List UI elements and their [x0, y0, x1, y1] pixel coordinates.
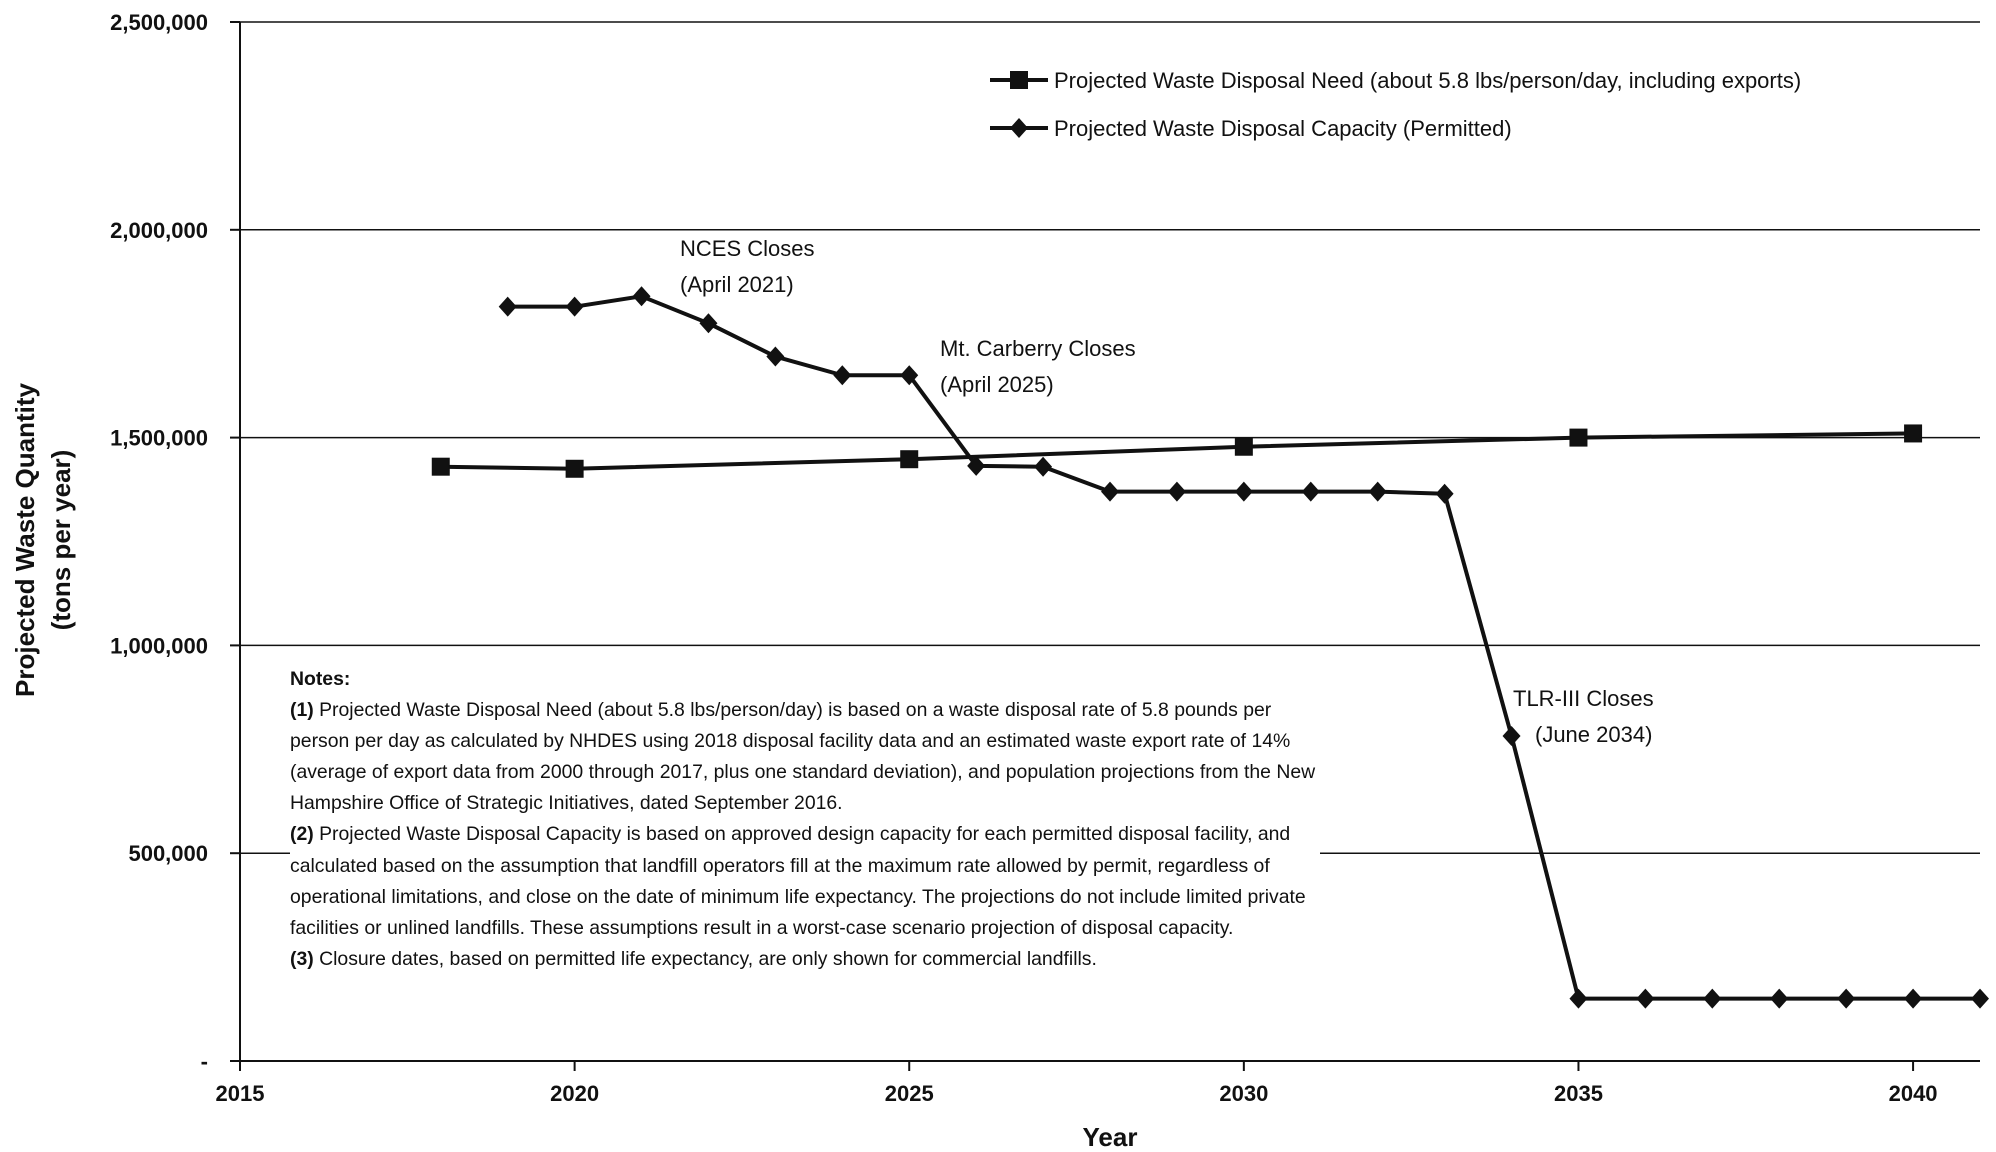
capacity-point — [699, 313, 718, 334]
y-tick-label: - — [201, 1049, 208, 1074]
need-point — [1904, 424, 1923, 443]
y-tick-label: 500,000 — [128, 841, 208, 866]
y-tick-label: 1,500,000 — [110, 426, 208, 451]
annotation: TLR-III Closes (June 2034) — [1513, 686, 1654, 747]
annotation: NCES Closes (April 2021) — [680, 236, 814, 297]
capacity-point — [1971, 988, 1989, 1009]
annotation: Mt. Carberry Closes (April 2025) — [940, 336, 1136, 397]
x-tick-label: 2040 — [1889, 1081, 1938, 1106]
notes-box: Notes: (1) Projected Waste Disposal Need… — [290, 664, 1320, 975]
x-tick-label: 2030 — [1219, 1081, 1268, 1106]
labels: - 500,000 1,000,000 1,500,000 2,000,000 2,500… — [10, 10, 1938, 1152]
legend: Projected Waste Disposal Need (about 5.8… — [990, 68, 1801, 141]
legend-marker — [1010, 118, 1028, 138]
y-axis-title-line: (tons per year) — [46, 450, 76, 631]
capacity-point — [1569, 988, 1588, 1009]
annotation-line: Mt. Carberry Closes — [940, 336, 1136, 361]
capacity-point — [565, 296, 584, 317]
note-text: Projected Waste Disposal Need (about 5.8… — [290, 699, 1316, 815]
series-capacity — [498, 286, 1989, 1009]
legend-label: Projected Waste Disposal Need (about 5.8… — [1054, 68, 1801, 93]
capacity-point — [900, 365, 919, 386]
need-point — [1569, 428, 1588, 447]
note-number: (1) — [290, 699, 314, 722]
capacity-point — [1301, 481, 1320, 502]
y-tick-label: 2,500,000 — [110, 10, 208, 35]
need-point — [1234, 437, 1253, 456]
note-item: (3) Closure dates, based on permitted li… — [290, 944, 1320, 975]
x-tick-label: 2020 — [550, 1081, 599, 1106]
series-layer — [431, 286, 1989, 1009]
capacity-point — [498, 296, 517, 317]
x-tick-label: 2035 — [1554, 1081, 1603, 1106]
capacity-point — [1435, 483, 1454, 504]
note-number: (3) — [290, 947, 314, 970]
need-point — [431, 457, 450, 476]
x-tick-label: 2015 — [216, 1081, 265, 1106]
x-axis-title: Year — [1083, 1122, 1138, 1152]
capacity-point — [1034, 456, 1053, 477]
capacity-point — [833, 365, 852, 386]
y-tick-label: 2,000,000 — [110, 218, 208, 243]
notes-title: Notes: — [290, 668, 351, 690]
capacity-point — [1101, 481, 1119, 502]
capacity-point — [967, 455, 986, 476]
legend-marker — [1010, 71, 1028, 89]
legend-label: Projected Waste Disposal Capacity (Permi… — [1054, 116, 1512, 141]
capacity-point — [1234, 481, 1253, 502]
capacity-point — [1368, 481, 1387, 502]
x-tick-label: 2025 — [885, 1081, 934, 1106]
capacity-point — [632, 286, 651, 307]
annotation-line: (April 2021) — [680, 272, 794, 297]
note-text: Projected Waste Disposal Capacity is bas… — [290, 823, 1306, 939]
note-item: (2) Projected Waste Disposal Capacity is… — [290, 819, 1320, 943]
capacity-point — [1904, 988, 1923, 1009]
capacity-point — [1770, 988, 1789, 1009]
note-text: Closure dates, based on permitted life e… — [319, 947, 1097, 970]
capacity-point — [1703, 988, 1722, 1009]
note-item: (1) Projected Waste Disposal Need (about… — [290, 695, 1320, 819]
annotation-line: TLR-III Closes — [1513, 686, 1654, 711]
annotation-line: (April 2025) — [940, 372, 1054, 397]
axes — [230, 21, 1980, 1071]
series-line — [440, 431, 1914, 471]
need-point — [565, 459, 584, 478]
y-axis-title: Projected Waste Quantity (tons per year) — [10, 382, 76, 697]
capacity-point — [1636, 988, 1655, 1009]
need-point — [900, 450, 919, 469]
y-tick-label: 1,000,000 — [110, 633, 208, 658]
capacity-point — [766, 346, 785, 367]
capacity-point — [1837, 988, 1856, 1009]
series-need — [431, 424, 1923, 478]
gridlines — [240, 21, 1980, 854]
capacity-point — [1167, 481, 1186, 502]
annotation-line: (June 2034) — [1535, 722, 1652, 747]
y-axis-title-line: Projected Waste Quantity — [10, 382, 40, 697]
annotation-line: NCES Closes — [680, 236, 814, 261]
capacity-point — [1502, 726, 1521, 747]
note-number: (2) — [290, 823, 314, 846]
